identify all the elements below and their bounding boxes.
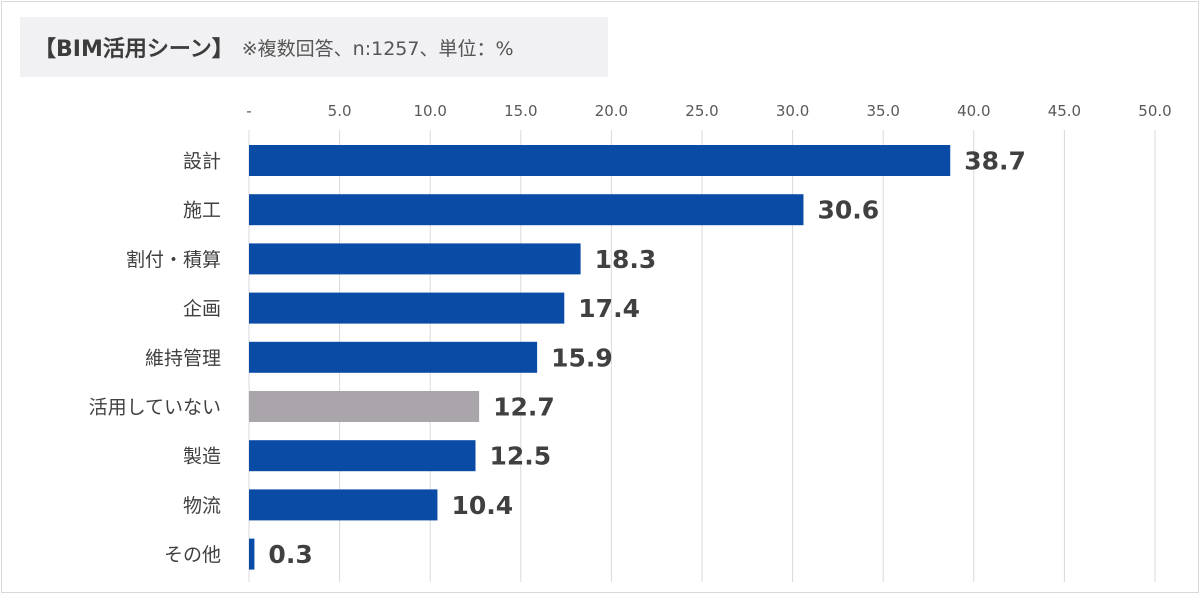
- x-tick-label: 5.0: [328, 102, 352, 120]
- data-label: 12.5: [490, 442, 552, 471]
- category-label: 施工: [183, 200, 221, 222]
- x-tick-label: 20.0: [595, 102, 628, 120]
- bar: [249, 194, 804, 226]
- value-labels: 38.7 30.6 18.3 17.4 15.9 12.7 12.5 10.4 0.3: [268, 147, 1025, 570]
- data-label: 10.4: [451, 491, 513, 520]
- category-label: その他: [164, 544, 221, 566]
- category-label: 製造: [183, 446, 221, 468]
- x-tick-label: 45.0: [1048, 102, 1081, 120]
- bar: [249, 341, 538, 373]
- data-label: 15.9: [551, 343, 613, 372]
- data-label: 12.7: [493, 393, 555, 422]
- data-label: 18.3: [595, 245, 657, 274]
- data-label: 17.4: [578, 294, 640, 323]
- chart-title-box: 【BIM活用シーン】 ※複数回答、n:1257、単位：%: [20, 17, 608, 77]
- category-label: 活用していない: [89, 397, 221, 419]
- chart-title: 【BIM活用シーン】: [34, 37, 234, 62]
- bar: [249, 145, 951, 176]
- bar: [249, 538, 255, 570]
- category-label: 物流: [183, 495, 221, 517]
- bar: [249, 292, 565, 324]
- x-tick-label: 40.0: [957, 102, 990, 120]
- x-tick-label: 15.0: [504, 102, 537, 120]
- bars: [249, 145, 951, 570]
- data-label: 30.6: [817, 196, 879, 225]
- data-label: 0.3: [268, 540, 312, 569]
- bar: [249, 243, 581, 275]
- x-axis-ticks: - 5.0 10.0 15.0 20.0 25.0 30.0 35.0 40.0 45.0 50.0: [246, 102, 1171, 120]
- x-tick-label: 10.0: [413, 102, 446, 120]
- x-tick-label: 25.0: [685, 102, 718, 120]
- x-tick-label: 35.0: [866, 102, 899, 120]
- bar: [249, 391, 480, 422]
- x-tick-label: 30.0: [776, 102, 809, 120]
- bar: [249, 489, 438, 521]
- chart-subtitle: ※複数回答、n:1257、単位：%: [241, 37, 514, 60]
- x-tick-label: 50.0: [1138, 102, 1171, 120]
- category-label: 設計: [183, 151, 221, 173]
- category-label: 企画: [183, 298, 221, 320]
- category-label: 維持管理: [145, 347, 221, 369]
- data-label: 38.7: [964, 147, 1026, 176]
- category-label: 割付・積算: [126, 249, 221, 271]
- x-tick-label: -: [246, 102, 251, 120]
- bar: [249, 440, 476, 472]
